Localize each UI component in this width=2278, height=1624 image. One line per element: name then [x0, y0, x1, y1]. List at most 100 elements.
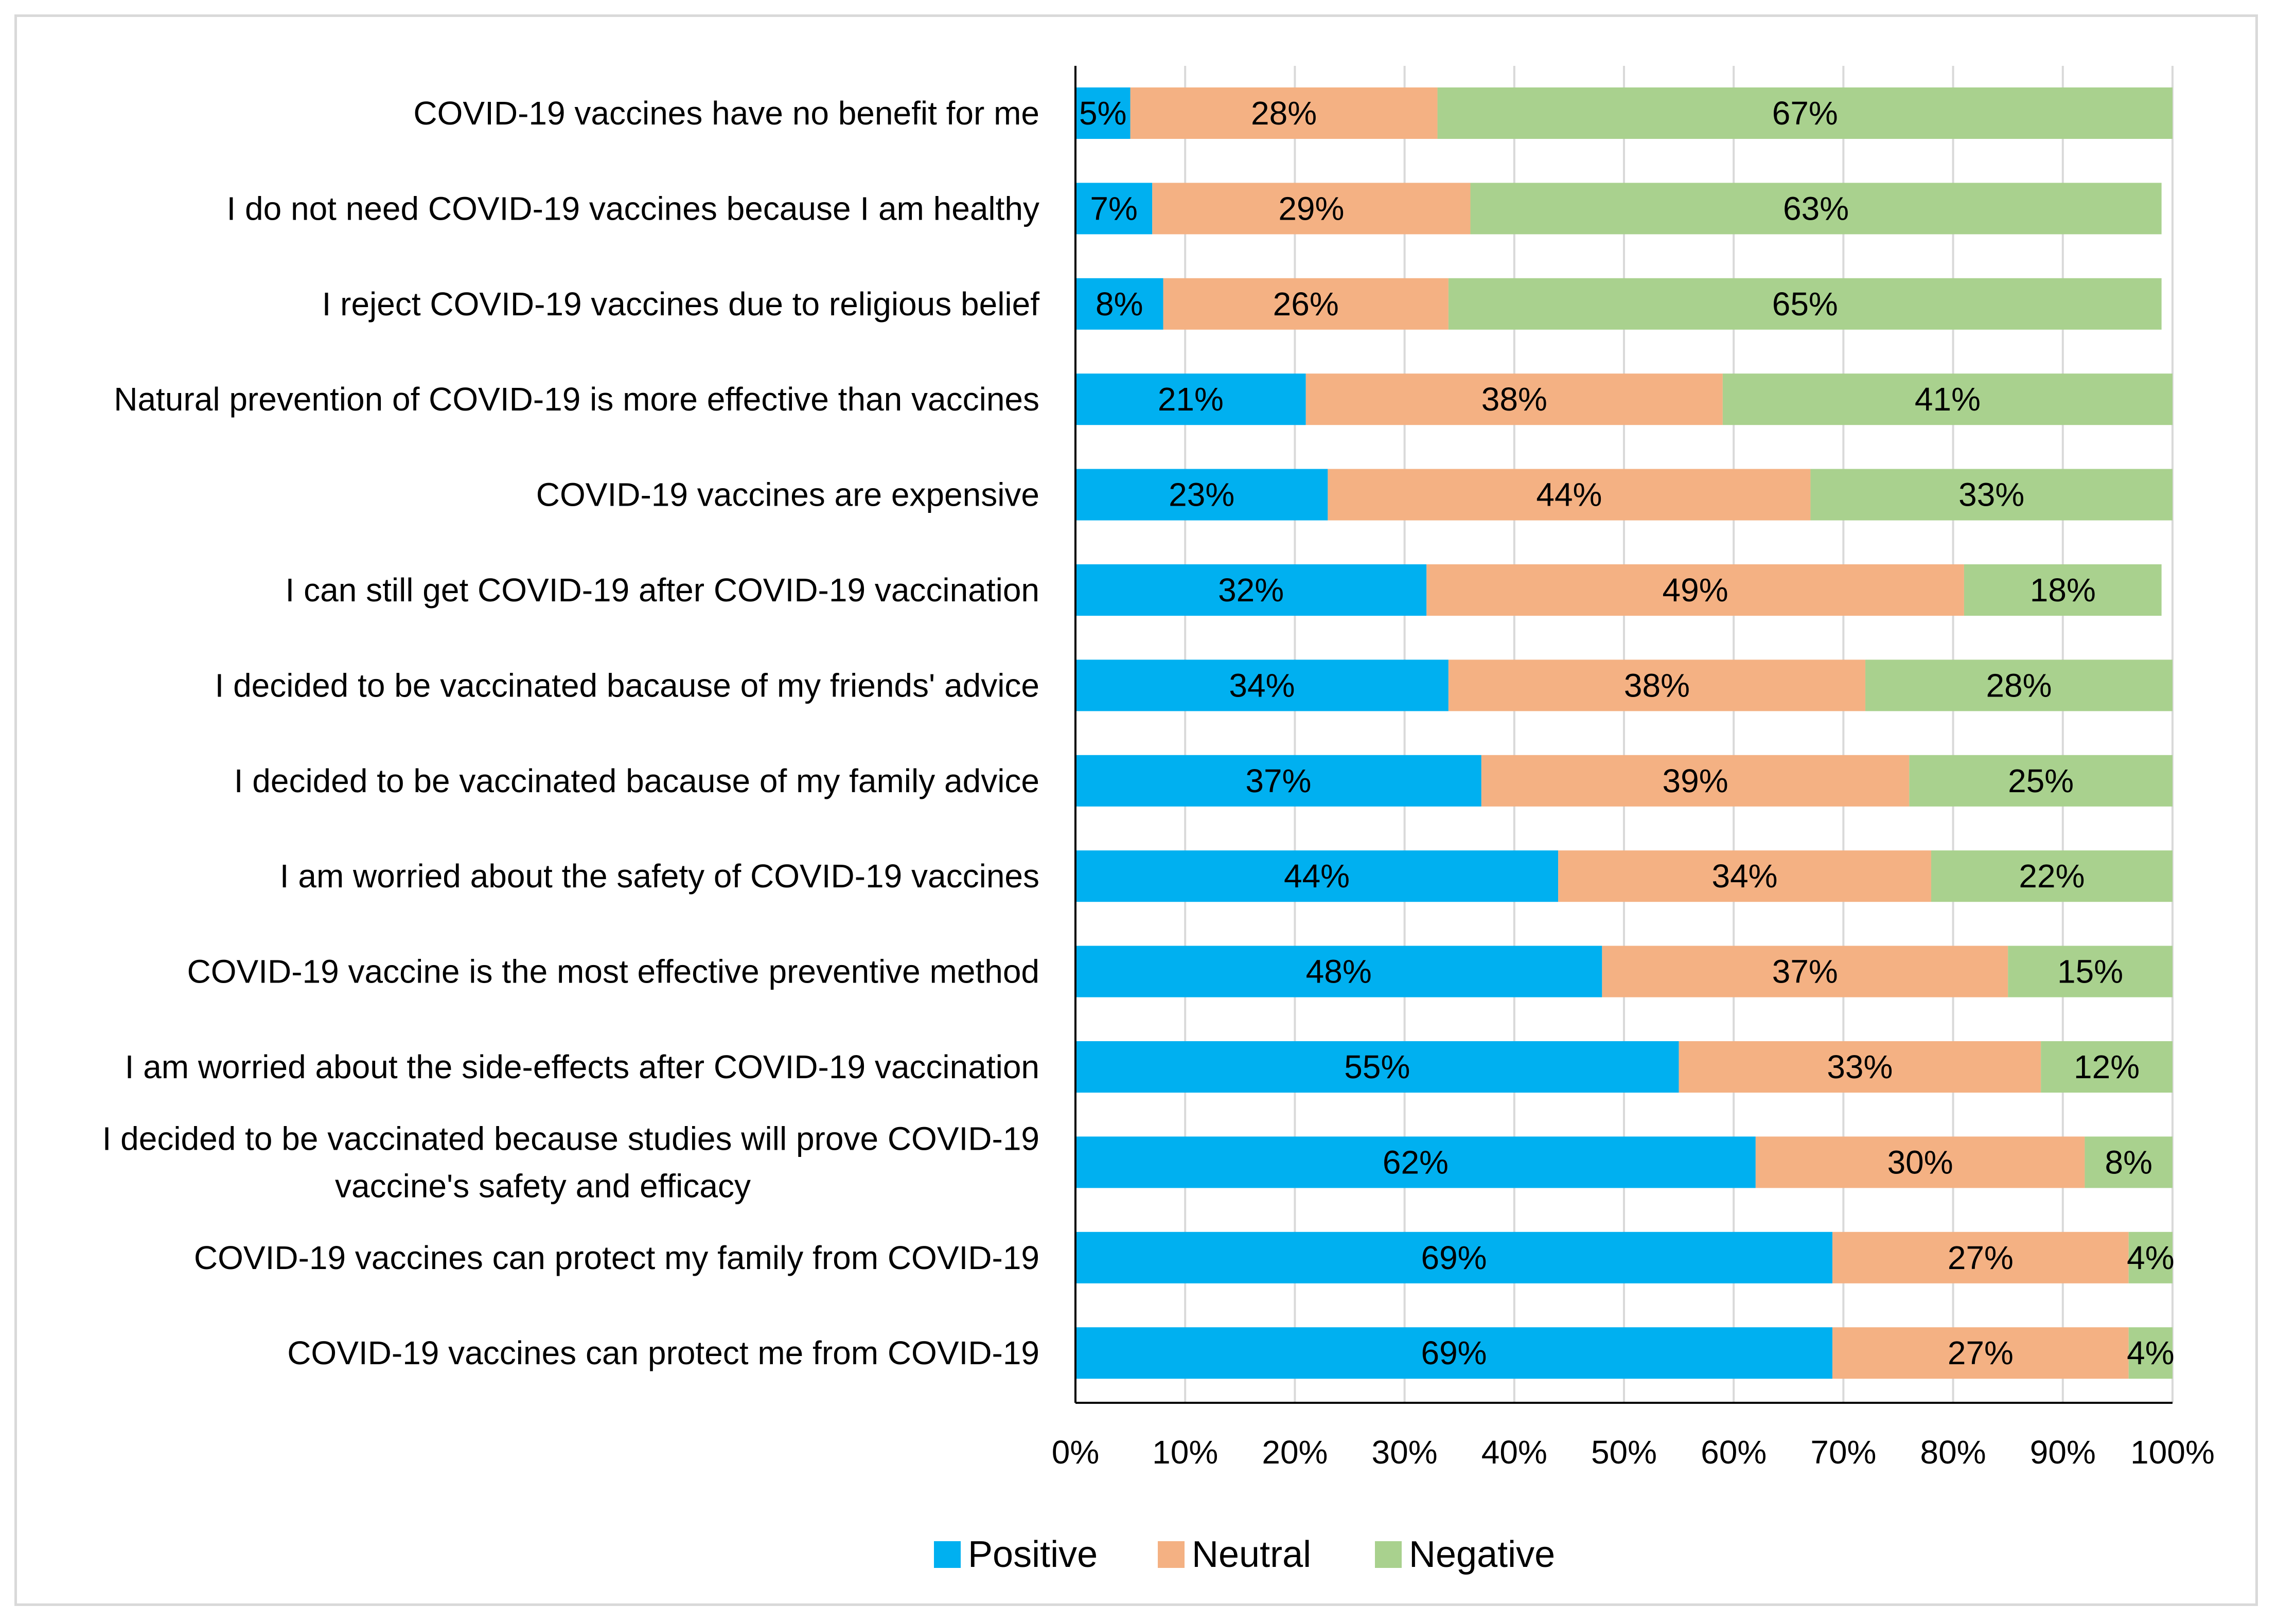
category-label: COVID-19 vaccines can protect my family …	[194, 1239, 1039, 1276]
data-label-positive: 69%	[1421, 1334, 1487, 1371]
category-labels: COVID-19 vaccines have no benefit for me…	[102, 95, 1040, 1371]
data-label-negative: 33%	[1958, 476, 2024, 513]
category-label: COVID-19 vaccine is the most effective p…	[187, 953, 1039, 990]
legend-swatch-positive	[934, 1541, 961, 1568]
bar-segment-positive	[1075, 659, 1449, 711]
data-label-negative: 28%	[1986, 667, 2052, 704]
data-label-neutral: 27%	[1948, 1334, 2014, 1371]
bar-segment-neutral	[1152, 183, 1471, 235]
x-tick-labels: 0% 10% 20% 30% 40% 50% 60% 70% 80% 90% 100%	[1052, 1434, 2215, 1471]
bar-segment-neutral	[1602, 945, 2008, 997]
legend: Positive Neutral Negative	[934, 1534, 1555, 1575]
bar-segment-negative	[1470, 183, 2162, 235]
bar-segment-positive	[1075, 1327, 1833, 1379]
bar-segment-positive	[1075, 1232, 1833, 1283]
x-tick-label: 100%	[2130, 1434, 2215, 1471]
data-label-neutral: 38%	[1624, 667, 1690, 704]
data-label-neutral: 38%	[1481, 381, 1547, 418]
legend-label-positive: Positive	[968, 1534, 1098, 1575]
bar-segment-negative	[1448, 278, 2162, 330]
bar-segment-positive	[1075, 564, 1427, 616]
data-label-neutral: 27%	[1948, 1239, 2014, 1276]
x-tick-label: 50%	[1591, 1434, 1657, 1471]
bar-segment-positive	[1075, 755, 1481, 807]
bar-segment-neutral	[1558, 850, 1931, 902]
bar-segment-negative	[2041, 1041, 2173, 1093]
bar-segment-neutral	[1305, 373, 1723, 425]
bar-segment-neutral	[1426, 564, 1964, 616]
data-label-positive: 23%	[1169, 476, 1234, 513]
category-label: COVID-19 vaccines have no benefit for me	[413, 95, 1039, 132]
x-tick-label: 20%	[1262, 1434, 1328, 1471]
axes	[1074, 66, 2173, 1404]
data-label-negative: 41%	[1915, 381, 1981, 418]
data-label-positive: 37%	[1245, 762, 1311, 799]
data-label-positive: 34%	[1229, 667, 1295, 704]
x-tick-label: 80%	[1920, 1434, 1986, 1471]
category-label: I can still get COVID-19 after COVID-19 …	[286, 572, 1039, 609]
data-label-neutral: 39%	[1663, 762, 1728, 799]
category-label: I am worried about the safety of COVID-1…	[280, 858, 1039, 895]
bar-segment-positive	[1075, 87, 1131, 139]
category-label: I do not need COVID-19 vaccines because …	[226, 190, 1039, 227]
data-label-positive: 5%	[1079, 95, 1127, 132]
bar-segment-positive	[1075, 850, 1559, 902]
data-label-positive: 32%	[1218, 572, 1284, 609]
category-label: I decided to be vaccinated because studi…	[102, 1120, 1039, 1204]
category-label: I am worried about the side-effects afte…	[125, 1048, 1039, 1085]
data-label-negative: 63%	[1783, 190, 1849, 227]
bar-segment-neutral	[1328, 469, 1811, 521]
data-label-neutral: 26%	[1273, 285, 1339, 323]
bar-segment-neutral	[1832, 1327, 2129, 1379]
data-label-neutral: 37%	[1772, 953, 1838, 990]
data-label-positive: 62%	[1383, 1144, 1449, 1181]
bar-segment-positive	[1075, 945, 1602, 997]
data-label-negative: 8%	[2105, 1144, 2152, 1181]
value-labels: 5% 28% 67% 7% 29% 63% 8% 26% 65% 21% 38% 41% 23% 44% 3…	[1079, 95, 2175, 1371]
category-label: COVID-19 vaccines are expensive	[536, 476, 1039, 513]
bar-segment-negative	[1810, 469, 2173, 521]
bar-segment-neutral	[1163, 278, 1449, 330]
bar-segment-neutral	[1448, 659, 1866, 711]
data-label-negative: 12%	[2074, 1048, 2140, 1085]
legend-swatch-neutral	[1158, 1541, 1185, 1568]
data-label-negative: 25%	[2008, 762, 2074, 799]
bar-segment-negative	[1722, 373, 2173, 425]
data-label-neutral: 44%	[1536, 476, 1602, 513]
data-label-neutral: 30%	[1887, 1144, 1953, 1181]
category-label: I reject COVID-19 vaccines due to religi…	[322, 285, 1040, 323]
bar-segment-positive	[1075, 1041, 1679, 1093]
category-label: I decided to be vaccinated bacause of my…	[215, 667, 1040, 704]
data-label-neutral: 33%	[1827, 1048, 1893, 1085]
data-label-negative: 4%	[2127, 1239, 2175, 1276]
bar-segment-positive	[1075, 1136, 1756, 1188]
x-tick-label: 10%	[1152, 1434, 1218, 1471]
gridlines	[1184, 66, 2174, 1403]
legend-label-negative: Negative	[1409, 1534, 1555, 1575]
data-label-negative: 22%	[2019, 858, 2085, 895]
data-label-negative: 18%	[2030, 572, 2096, 609]
data-label-positive: 8%	[1096, 285, 1143, 323]
x-tick-label: 90%	[2030, 1434, 2096, 1471]
bar-segment-neutral	[1130, 87, 1438, 139]
bar-segment-neutral	[1679, 1041, 2041, 1093]
data-label-neutral: 34%	[1711, 858, 1777, 895]
x-tick-label: 0%	[1052, 1434, 1100, 1471]
bar-segment-negative	[1931, 850, 2173, 902]
data-label-positive: 48%	[1306, 953, 1372, 990]
bar-segment-negative	[1964, 564, 2162, 616]
data-label-positive: 44%	[1284, 858, 1350, 895]
bar-segment-negative	[1437, 87, 2173, 139]
bar-segment-negative	[2085, 1136, 2173, 1188]
data-label-positive: 21%	[1158, 381, 1224, 418]
x-tick-label: 70%	[1810, 1434, 1876, 1471]
data-label-positive: 69%	[1421, 1239, 1487, 1276]
legend-swatch-negative	[1375, 1541, 1402, 1568]
data-label-positive: 7%	[1090, 190, 1138, 227]
data-label-neutral: 29%	[1278, 190, 1344, 227]
category-label: I decided to be vaccinated bacause of my…	[234, 762, 1039, 799]
data-label-neutral: 28%	[1251, 95, 1317, 132]
bars	[1075, 87, 2173, 1379]
bar-segment-neutral	[1755, 1136, 2085, 1188]
